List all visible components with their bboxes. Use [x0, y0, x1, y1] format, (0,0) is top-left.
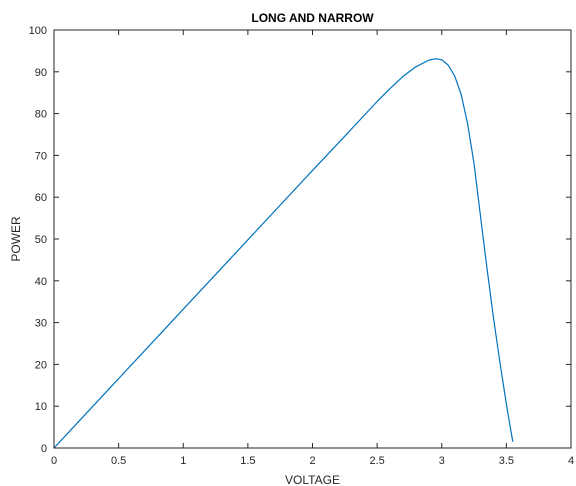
series-layer: [53, 58, 514, 449]
y-axis-label: POWER: [9, 216, 23, 262]
y-tick-label: 20: [35, 359, 47, 371]
x-tick-label: 0.5: [111, 455, 126, 467]
x-tick-label: 2.5: [369, 455, 384, 467]
y-tick-label: 50: [35, 234, 47, 246]
x-axis-label: VOLTAGE: [285, 473, 340, 486]
chart-title: LONG AND NARROW: [251, 11, 374, 25]
x-tick-label: 1: [180, 455, 186, 467]
x-tick-label: 3: [439, 455, 445, 467]
y-tick-label: 90: [35, 67, 47, 79]
x-tick-label: 4: [568, 455, 574, 467]
x-tick-label: 3.5: [499, 455, 514, 467]
y-tick-label: 60: [35, 192, 47, 204]
x-tick-label: 2: [309, 455, 315, 467]
y-tick-label: 0: [41, 443, 47, 455]
y-tick-label: 10: [35, 401, 47, 413]
series-line: [53, 58, 514, 449]
x-tick-label: 0: [51, 455, 57, 467]
y-tick-label: 30: [35, 318, 47, 330]
y-tick-label: 40: [35, 276, 47, 288]
y-tick-label: 100: [29, 25, 47, 37]
plot-area-frame: [53, 29, 572, 449]
y-tick-label: 80: [35, 109, 47, 121]
plot-area-background: [54, 30, 571, 448]
y-tick-label: 70: [35, 150, 47, 162]
x-tick-label: 1.5: [240, 455, 255, 467]
